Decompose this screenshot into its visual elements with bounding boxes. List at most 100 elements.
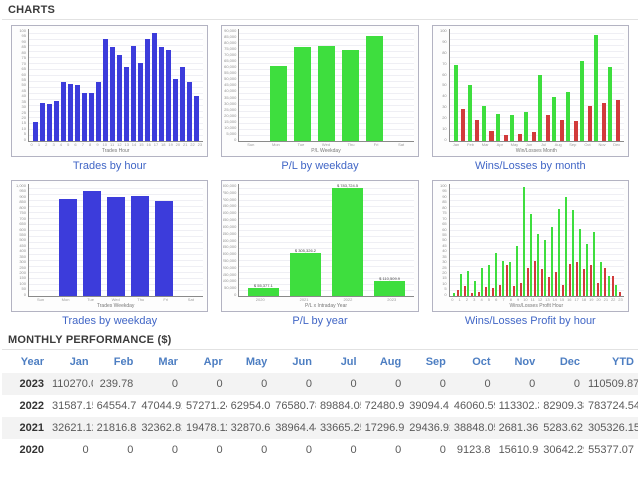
losses-bar [527,268,530,296]
wins-bar [516,245,519,296]
bar-group [32,184,56,296]
bar-group [266,29,290,141]
value-cell: 783724.54 [588,400,638,412]
trades-bar [32,121,39,141]
bar-group [339,29,363,141]
column-header-dec[interactable]: Dec [559,356,580,368]
chart-plot-trades-by-hour[interactable]: 100 95 90 85 80 75 70 65 60 55 50 45 40 35 30 25 20 15 10 5… [11,25,209,157]
chart-caption-link-wins-losses-profit-by-hour[interactable]: Wins/Losses Profit by hour [464,315,596,327]
value-cell: 0 [350,444,357,456]
chart-plot-pl-by-year[interactable]: 800,000750,000700,000650,000600,000550,0… [221,180,419,312]
losses-bar [513,285,516,296]
losses-bar [478,291,481,296]
bar-group [186,29,193,141]
wins-bar [566,91,571,141]
x-axis-title: P/L x Intraday Year [304,303,348,309]
wins-bar [509,262,512,296]
losses-bar [531,132,536,141]
column-header-nov[interactable]: Nov [514,356,536,368]
losses-bar [601,102,606,141]
wins-bar [474,281,477,296]
chart-caption-link-trades-by-hour[interactable]: Trades by hour [72,160,147,172]
losses-bar [576,262,579,296]
column-header-mar[interactable]: Mar [158,356,178,368]
p/l-bar [365,35,384,141]
bar-group [551,29,565,141]
table-row-2020: 2020 0 0 0 0 0 0 0 0 0 9123.8 15610.9830642.29 55377… [2,439,638,461]
chart-plot-trades-by-weekday[interactable]: 1,000 950 900 850 800 750 700 650 600 550 500 450 40… [11,180,209,312]
chart-caption-link-pl-by-weekday[interactable]: P/L by weekday [281,160,359,172]
column-header-apr[interactable]: Apr [203,356,223,368]
x-axis-tick-labels: 0 1 2 3 4 5 6 7 8 9 10 11 12 13 14 15 16 17 18 19 20 21 22 23 [451,297,623,302]
trades-bar [145,39,151,141]
chart-plot-wins-losses-by-month[interactable]: 100 90 80 70 60 50 40 30 20 10 0 Jan Feb Mar Apr May Jun… [431,25,629,157]
bar-group [474,184,481,296]
trades-bar [194,96,200,141]
wins-bar [552,97,557,141]
column-header-may[interactable]: May [245,356,268,368]
trades-bar [96,81,102,141]
value-cell: 5283.62 [543,422,583,434]
bar-group [128,184,152,296]
bar-group: $ 110,509.9 [369,184,411,296]
wins-bar [600,262,603,296]
column-header-oct[interactable]: Oct [472,356,491,368]
chart-caption-link-wins-losses-by-month[interactable]: Wins/Losses by month [474,160,586,172]
x-axis-title: Wins/Losses Profit Hour [509,303,564,309]
column-header-ytd[interactable]: YTD [612,356,634,368]
column-header-jun[interactable]: Jun [292,356,312,368]
table-row-2021: 2021 32621.1221816.8832362.8219478.113287… [2,417,638,439]
trades-bar [103,39,109,141]
value-cell: 9123.8 [456,444,491,456]
column-header-feb[interactable]: Feb [113,356,134,368]
column-header-year[interactable]: Year [20,356,44,368]
wins-bar [502,261,505,296]
wins-bar [544,240,547,296]
trades-bar [173,79,179,141]
p/l-bar [247,288,279,296]
table-header-row: Year Jan Feb Mar Apr May Jun Jul Aug Sep Oct Nov Dec… [2,350,638,373]
value-cell: 39094.4 [409,400,450,412]
bar-group [530,184,537,296]
wins-bar [551,226,554,296]
column-header-jan[interactable]: Jan [69,356,89,368]
bar-group [80,184,104,296]
wins-bar [594,34,599,141]
bar-group [53,29,60,141]
losses-bar [517,134,522,141]
wins-bar [481,106,486,141]
value-cell: 0 [261,444,268,456]
trades-bar [67,83,74,141]
value-cell: 15610.98 [498,444,540,456]
bar-group [290,29,314,141]
wins-bar [586,244,589,296]
column-header-aug[interactable]: Aug [379,356,402,368]
value-cell: 0 [216,444,223,456]
wins-bar [614,284,617,296]
wins-bar [572,209,575,296]
column-header-jul[interactable]: Jul [340,356,357,368]
chart-plot-wins-losses-profit-by-hour[interactable]: 100 95 90 85 80 75 70 65 60 55 50 45 40 35 30 25 20 15 10 5… [431,180,629,312]
trades-bar [83,190,101,296]
chart-thumbnail-pl-by-year: 800,000750,000700,000650,000600,000550,0… [221,180,419,328]
chart-thumbnail-pl-by-weekday: 90,000 85,000 80,000 75,000 70,000 65,000 60,0… [221,25,419,173]
value-cell: 0 [439,378,446,390]
value-cell: 46060.59 [453,400,495,412]
wins-bar [537,234,540,296]
value-cell: 89884.05 [319,400,361,412]
chart-caption-link-trades-by-weekday[interactable]: Trades by weekday [62,315,158,327]
value-cell: 0 [305,444,312,456]
bar-group [165,29,172,141]
bar-group [551,184,558,296]
section-divider [2,349,638,350]
column-header-sep[interactable]: Sep [425,356,446,368]
bar-value-label: $ 110,509.9 [379,275,401,281]
chart-thumbnail-wins-losses-profit-by-hour: 100 95 90 85 80 75 70 65 60 55 50 45 40 35 30 25 20 15 10 5… [431,180,629,328]
chart-caption-link-pl-by-year[interactable]: P/L by year [292,315,348,327]
chart-plot-pl-by-weekday[interactable]: 90,000 85,000 80,000 75,000 70,000 65,000 60,0… [221,25,419,157]
bar-group [558,184,565,296]
bar-group [46,29,53,141]
trades-bar [60,81,67,141]
wins-bar [608,67,613,141]
